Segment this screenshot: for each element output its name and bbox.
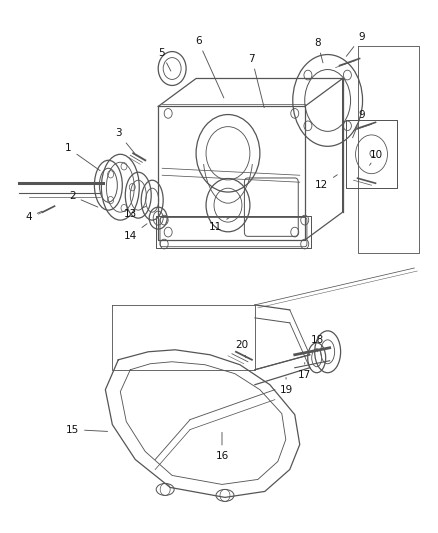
Text: 10: 10 bbox=[369, 150, 382, 165]
Text: C: C bbox=[367, 150, 374, 159]
Text: 19: 19 bbox=[279, 377, 293, 394]
Text: 15: 15 bbox=[66, 425, 107, 434]
Text: 14: 14 bbox=[124, 224, 147, 241]
Text: 13: 13 bbox=[124, 206, 145, 219]
Text: 3: 3 bbox=[115, 128, 134, 153]
Text: 11: 11 bbox=[208, 217, 230, 232]
Text: 9: 9 bbox=[346, 31, 364, 56]
Text: 5: 5 bbox=[158, 47, 170, 71]
Text: 16: 16 bbox=[215, 432, 228, 461]
Text: 4: 4 bbox=[25, 211, 42, 222]
Text: 7: 7 bbox=[248, 53, 264, 108]
Text: 20: 20 bbox=[235, 340, 248, 358]
Text: 12: 12 bbox=[314, 175, 336, 190]
Text: 2: 2 bbox=[69, 191, 98, 207]
Text: 18: 18 bbox=[311, 335, 324, 352]
Text: 8: 8 bbox=[314, 38, 322, 63]
Text: 9: 9 bbox=[352, 110, 364, 138]
Text: 6: 6 bbox=[194, 36, 223, 98]
Text: 17: 17 bbox=[297, 362, 311, 379]
Text: 1: 1 bbox=[65, 143, 100, 171]
